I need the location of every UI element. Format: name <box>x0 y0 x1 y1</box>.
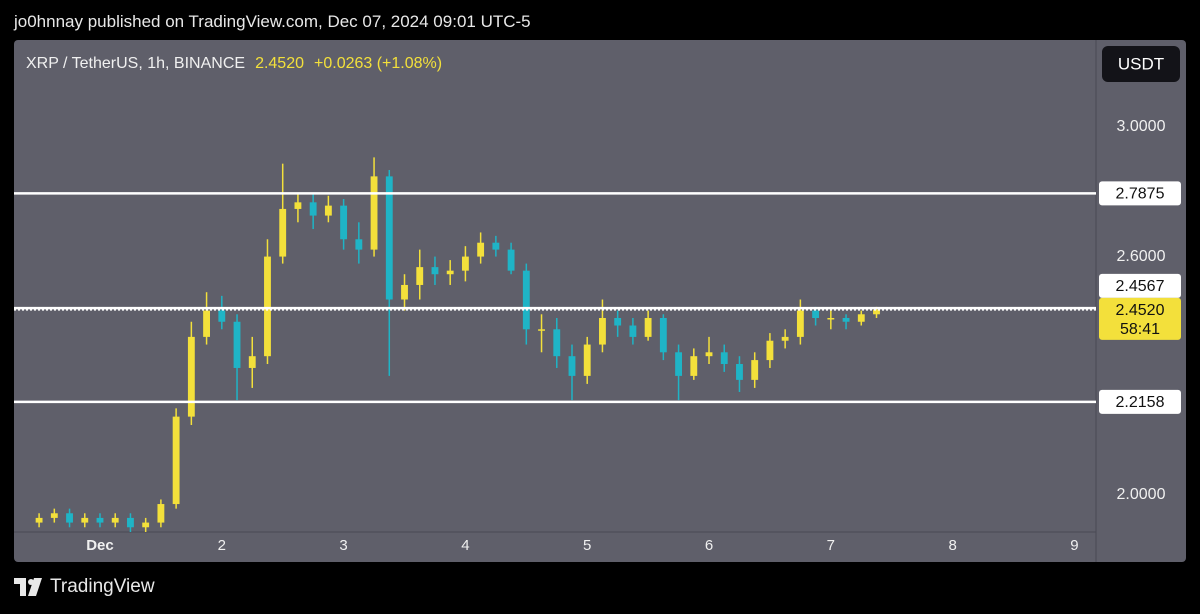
candle-body <box>629 325 637 337</box>
candle-body <box>766 340 774 361</box>
logo-icon <box>14 578 42 596</box>
candle-body <box>720 352 728 365</box>
candle-body <box>385 176 393 300</box>
candle-body <box>340 205 348 240</box>
candle-body <box>522 270 530 330</box>
candle-body <box>66 513 73 523</box>
candle-body <box>187 336 195 417</box>
candle-body <box>705 352 713 357</box>
candle-body <box>690 356 698 376</box>
currency: USDT <box>1118 54 1164 73</box>
x-tick-label: Dec <box>86 537 114 554</box>
candle-body <box>111 517 119 523</box>
price-change: +0.0263 (+1.08%) <box>314 55 442 72</box>
candle-body <box>751 360 759 380</box>
logo-text: TradingView <box>50 576 155 597</box>
y-tick-label: 2.6000 <box>1117 248 1166 265</box>
candle-body <box>416 267 424 285</box>
x-tick-label: 8 <box>948 537 956 554</box>
candle-body <box>355 239 363 250</box>
candle-body <box>233 321 241 368</box>
candle-body <box>812 310 820 319</box>
price-label-box <box>1099 297 1181 340</box>
candle-body <box>461 256 469 271</box>
publish-header: jo0hnnay published on TradingView.com, D… <box>14 12 531 31</box>
candle-body <box>431 267 439 275</box>
level-label: 2.4567 <box>1116 278 1165 295</box>
x-tick-label: 7 <box>827 537 835 554</box>
x-tick-label: 6 <box>705 537 713 554</box>
candle-body <box>827 318 835 320</box>
chart-panel <box>14 40 1186 562</box>
candle-body <box>477 242 485 257</box>
level-label-box <box>1099 181 1181 206</box>
y-tick-label: 2.0000 <box>1117 486 1166 503</box>
candle-body <box>675 352 682 376</box>
candle-body <box>583 344 591 376</box>
currency-box <box>1102 46 1180 82</box>
candle-body <box>842 318 850 322</box>
level-label: 2.2158 <box>1116 394 1165 411</box>
logo: TradingView <box>14 576 155 598</box>
candle-body <box>873 309 880 315</box>
candle-body <box>264 256 271 357</box>
candle-body <box>781 336 789 341</box>
candle-body <box>96 517 104 523</box>
candle-body <box>172 416 180 505</box>
candle-body <box>796 310 804 337</box>
candle-body <box>309 202 317 216</box>
candle-body <box>507 249 515 271</box>
candle-body <box>446 270 454 275</box>
level-label-box <box>1099 389 1181 414</box>
candle-body <box>659 318 667 353</box>
x-tick-label: 5 <box>583 537 591 554</box>
candle-body <box>599 318 606 345</box>
candle-body <box>553 329 561 357</box>
level-label-box <box>1099 273 1181 298</box>
candle-body <box>370 176 378 250</box>
level-label: 2.7875 <box>1116 186 1165 203</box>
candle-body <box>279 208 287 257</box>
candle-body <box>157 504 165 523</box>
y-tick-label: 3.0000 <box>1117 118 1166 135</box>
candle-body <box>203 310 211 337</box>
last-price: 2.4520 <box>255 55 304 72</box>
candle-body <box>614 318 622 326</box>
candle-body <box>142 522 150 528</box>
candles <box>35 157 880 532</box>
candle-body <box>294 202 302 209</box>
candle-body <box>324 205 332 216</box>
candle-body <box>248 356 256 368</box>
x-tick-label: 9 <box>1070 537 1078 554</box>
candle-body <box>857 314 865 322</box>
candle-body <box>492 242 500 250</box>
candle-body <box>568 356 576 376</box>
price-label: 2.4520 <box>1116 302 1165 319</box>
x-tick-label: 3 <box>339 537 347 554</box>
candle-body <box>81 517 89 523</box>
candle-body <box>401 284 408 300</box>
x-tick-label: 4 <box>461 537 469 554</box>
chart-title: XRP / TetherUS, 1h, BINANCE <box>26 55 245 72</box>
candle-body <box>218 310 226 322</box>
candle-body <box>736 364 743 380</box>
candle-body <box>644 318 652 337</box>
candle-body <box>50 513 58 518</box>
x-tick-label: 2 <box>218 537 226 554</box>
candle-body <box>538 329 545 331</box>
countdown: 58:41 <box>1120 321 1160 338</box>
candle-body <box>127 517 134 528</box>
candle-body <box>35 517 43 523</box>
